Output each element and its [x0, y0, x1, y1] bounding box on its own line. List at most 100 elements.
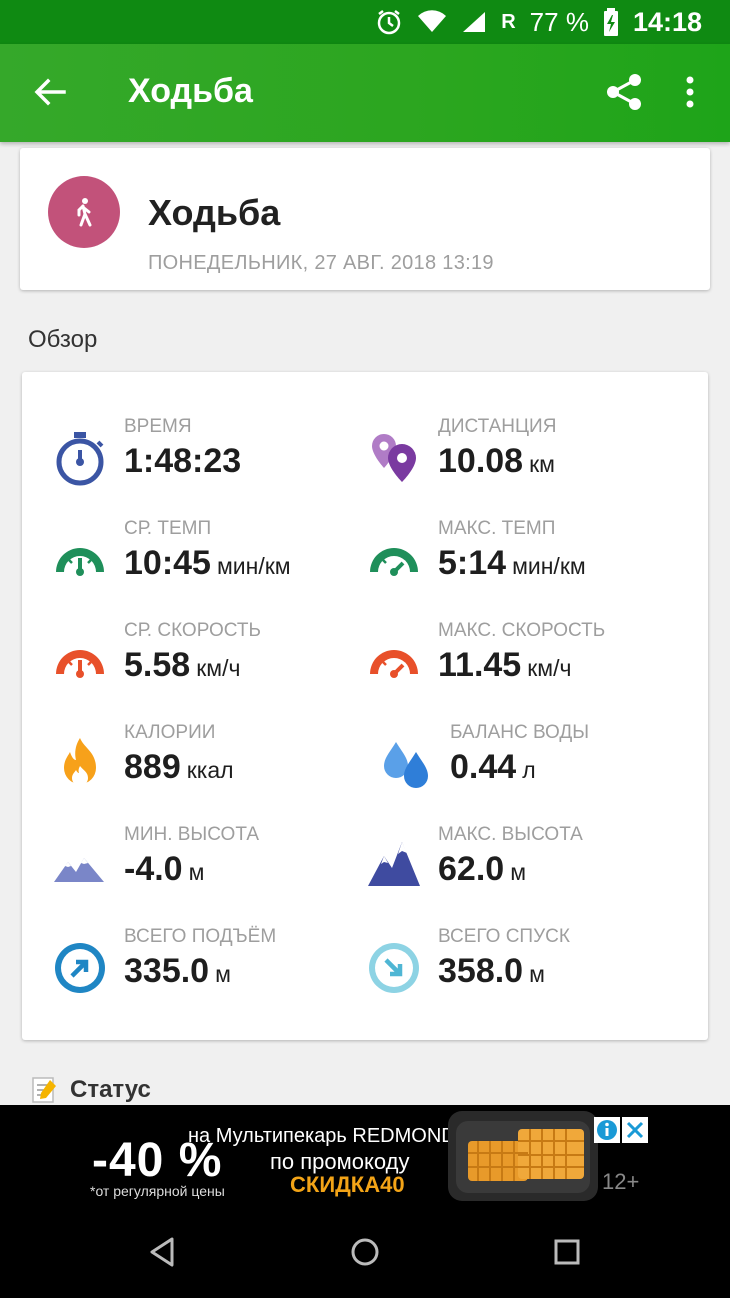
- metric-label: СР. ТЕМП: [124, 518, 212, 539]
- metric-max-altitude: МАКС. ВЫСОТА 62.0 м: [366, 824, 686, 914]
- roaming-indicator: R: [501, 10, 516, 33]
- signal-icon: [461, 10, 487, 34]
- walking-avatar: [48, 176, 120, 248]
- metric-value: 5:14: [438, 544, 507, 582]
- memo-icon: [32, 1077, 56, 1103]
- metric-label: ВСЕГО СПУСК: [438, 926, 570, 947]
- ad-close-icon[interactable]: [622, 1117, 648, 1143]
- metric-value-group: 889 ккал: [124, 748, 234, 787]
- metric-label: МАКС. ТЕМП: [438, 518, 556, 539]
- max-speed-gauge-icon: [370, 650, 418, 678]
- wifi-icon: [417, 10, 447, 34]
- metric-label: БАЛАНС ВОДЫ: [450, 722, 590, 743]
- metric-time: ВРЕМЯ 1:48:23: [52, 416, 372, 506]
- app-bar: Ходьба: [0, 44, 730, 142]
- stopwatch-icon: [56, 432, 104, 486]
- max-pace-gauge-icon: [370, 548, 418, 576]
- ad-line1: на Мультипекарь REDMOND: [188, 1125, 456, 1147]
- share-icon[interactable]: [604, 72, 644, 112]
- alarm-icon: [375, 8, 403, 36]
- ad-banner[interactable]: -40 % *от регулярной цены на Мультипекар…: [0, 1105, 730, 1205]
- metric-water-balance: БАЛАНС ВОДЫ 0.44 л: [378, 722, 698, 812]
- metric-value: 1:48:23: [124, 442, 242, 480]
- metric-distance: ДИСТАНЦИЯ 10.08 км: [366, 416, 686, 506]
- min-altitude-mountain-icon: [54, 858, 104, 882]
- nav-home-icon[interactable]: [348, 1235, 382, 1269]
- metric-value: 10.08: [438, 442, 524, 480]
- metric-value-group: 11.45 км/ч: [438, 646, 571, 685]
- waffle-product-image: [448, 1111, 598, 1201]
- clock: 14:18: [632, 6, 702, 37]
- metric-avg-pace: СР. ТЕМП 10:45 мин/км: [52, 518, 372, 608]
- metric-unit: км: [529, 451, 555, 477]
- metric-value: 335.0: [124, 952, 210, 990]
- ascent-arrow-icon: [55, 943, 105, 993]
- metric-value-group: 358.0 м: [438, 952, 545, 991]
- metric-unit: ккал: [186, 757, 234, 783]
- metric-value: -4.0: [124, 850, 183, 888]
- metric-value: 0.44: [450, 748, 517, 786]
- metric-label: МАКС. СКОРОСТЬ: [438, 620, 606, 641]
- metric-value-group: 5:14 мин/км: [438, 544, 586, 583]
- metric-value-group: 10.08 км: [438, 442, 555, 481]
- metric-label: ВСЕГО ПОДЪЁМ: [124, 926, 277, 947]
- metric-unit: мин/км: [512, 553, 586, 579]
- system-nav-bar: [0, 1205, 730, 1298]
- battery-percent: 77 %: [529, 6, 589, 37]
- battery-charging-icon: [603, 8, 619, 36]
- metric-value-group: 10:45 мин/км: [124, 544, 291, 583]
- metric-unit: м: [510, 859, 526, 885]
- more-options-icon[interactable]: [678, 72, 702, 112]
- metric-value-group: 335.0 м: [124, 952, 231, 991]
- metric-label: МАКС. ВЫСОТА: [438, 824, 583, 845]
- metric-unit: м: [188, 859, 205, 885]
- avg-pace-gauge-icon: [56, 548, 104, 576]
- metric-unit: л: [522, 757, 536, 783]
- metric-value: 5.58: [124, 646, 191, 684]
- ad-promo-code: СКИДКА40: [290, 1172, 405, 1197]
- metric-value: 889: [124, 748, 181, 786]
- metric-calories: КАЛОРИИ 889 ккал: [52, 722, 372, 812]
- metric-value: 11.45: [438, 646, 522, 684]
- metric-unit: м: [215, 961, 231, 987]
- back-arrow-icon[interactable]: [32, 74, 68, 110]
- metric-max-pace: МАКС. ТЕМП 5:14 мин/км: [366, 518, 686, 608]
- ad-line2: по промокоду: [270, 1149, 410, 1174]
- walking-person-icon: [77, 198, 92, 227]
- metric-avg-speed: СР. СКОРОСТЬ 5.58 км/ч: [52, 620, 372, 710]
- metric-value: 358.0: [438, 952, 524, 990]
- ad-age-rating: 12+: [602, 1169, 640, 1194]
- metric-value-group: -4.0 м: [124, 850, 204, 889]
- ad-info-icon[interactable]: [594, 1117, 620, 1143]
- metric-value-group: 0.44 л: [450, 748, 536, 787]
- metric-label: ВРЕМЯ: [124, 416, 192, 437]
- water-drops-icon: [384, 742, 428, 788]
- metric-total-ascent: ВСЕГО ПОДЪЁМ 335.0 м: [52, 926, 372, 1016]
- metric-label: ДИСТАНЦИЯ: [438, 416, 557, 437]
- metric-value: 10:45: [124, 544, 211, 582]
- status-bar: R 77 % 14:18: [0, 0, 730, 44]
- overview-title: Обзор: [28, 326, 98, 353]
- metric-label: СР. СКОРОСТЬ: [124, 620, 261, 641]
- metric-unit: м: [529, 961, 545, 987]
- activity-header-card: Ходьба ПОНЕДЕЛЬНИК, 27 АВГ. 2018 13:19: [20, 148, 710, 290]
- metric-unit: км/ч: [196, 655, 241, 681]
- ad-discount: -40 %: [92, 1134, 223, 1187]
- metric-label: КАЛОРИИ: [124, 722, 216, 743]
- max-altitude-mountain-icon: [368, 842, 420, 886]
- metric-value: 62.0: [438, 850, 505, 888]
- nav-recents-icon[interactable]: [550, 1235, 584, 1269]
- metric-value-group: 62.0 м: [438, 850, 526, 889]
- descent-arrow-icon: [369, 943, 419, 993]
- activity-date: ПОНЕДЕЛЬНИК, 27 АВГ. 2018 13:19: [148, 252, 494, 274]
- status-label: Статус: [70, 1076, 151, 1103]
- status-section-header: Статус: [32, 1076, 151, 1104]
- app-bar-title: Ходьба: [128, 72, 253, 110]
- map-pins-icon: [372, 434, 416, 482]
- metric-value-group: 5.58 км/ч: [124, 646, 240, 685]
- ad-discount-note: *от регулярной цены: [90, 1183, 225, 1199]
- activity-title: Ходьба: [148, 192, 281, 233]
- metric-unit: мин/км: [216, 553, 291, 579]
- metric-unit: км/ч: [527, 655, 572, 681]
- nav-back-icon[interactable]: [146, 1235, 180, 1269]
